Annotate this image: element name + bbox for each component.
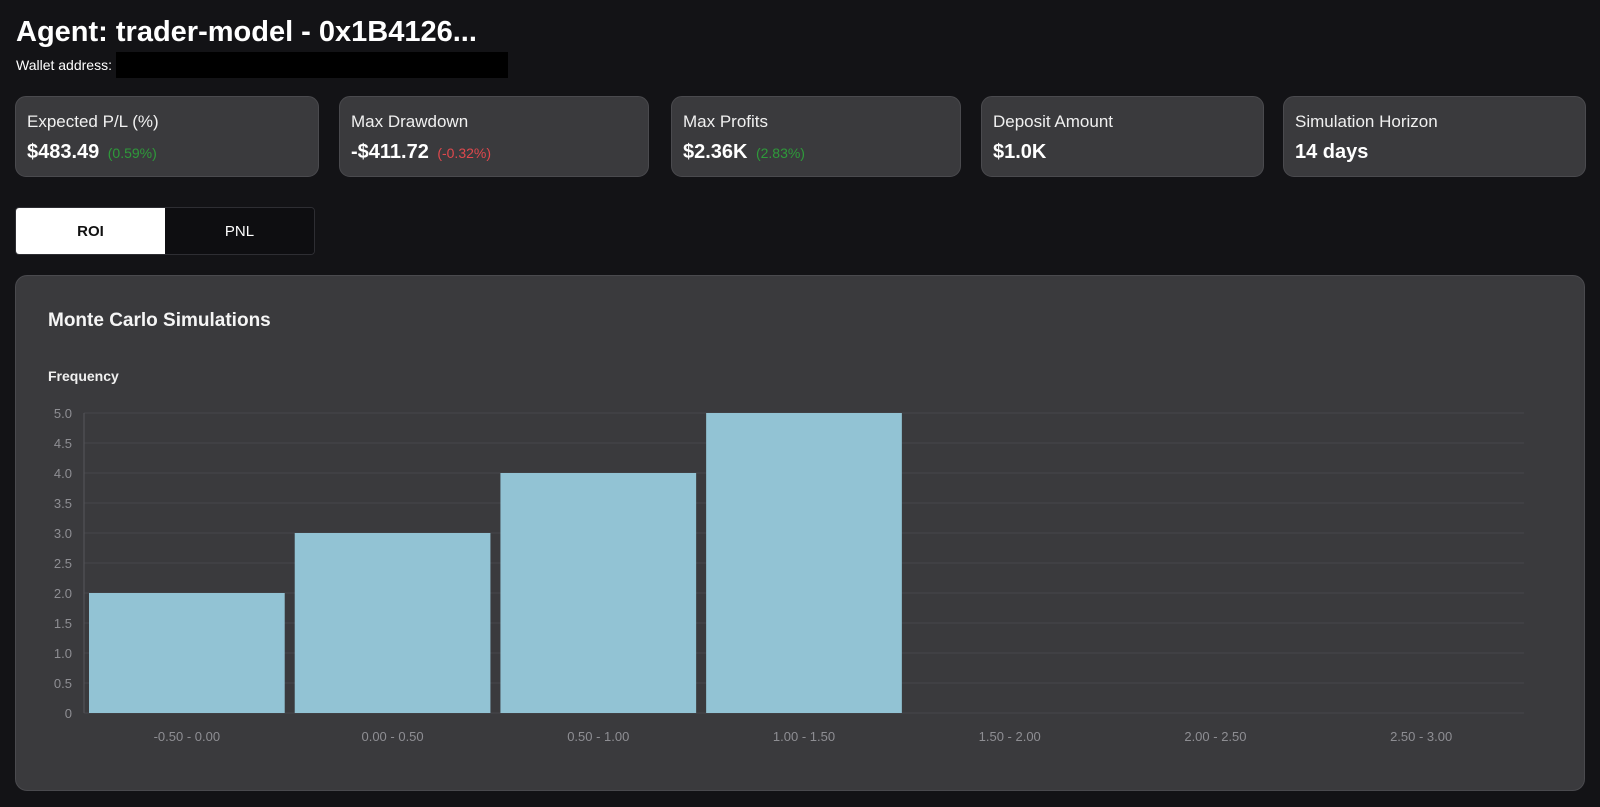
- x-tick-label: 2.50 - 3.00: [1390, 729, 1452, 744]
- chart-title: Monte Carlo Simulations: [48, 310, 271, 331]
- chart-card: Monte Carlo Simulations Frequency 0 0.5 1.…: [15, 275, 1585, 791]
- stat-card-max-drawdown: Max Drawdown -$411.72 (-0.32%): [339, 96, 649, 177]
- stat-card-deposit-amount: Deposit Amount $1.0K: [981, 96, 1264, 177]
- metric-toggle: ROI PNL: [15, 207, 315, 255]
- tab-pnl[interactable]: PNL: [165, 208, 314, 254]
- wallet-address-label: Wallet address:: [16, 57, 112, 73]
- x-tick-label: 0.00 - 0.50: [361, 729, 423, 744]
- stat-value: 14 days: [1295, 141, 1369, 163]
- stat-value: $483.49: [27, 141, 100, 163]
- stat-value: $2.36K: [683, 141, 748, 163]
- stat-label: Simulation Horizon: [1295, 112, 1438, 131]
- x-tick-label: 2.00 - 2.50: [1184, 729, 1246, 744]
- x-tick-label: 1.00 - 1.50: [773, 729, 835, 744]
- stat-label: Max Drawdown: [351, 112, 469, 131]
- y-tick-label: 0: [65, 706, 72, 721]
- stat-percent: (-0.32%): [437, 145, 491, 161]
- x-tick-label: -0.50 - 0.00: [154, 729, 221, 744]
- histogram-bar: [500, 473, 697, 713]
- y-tick-label: 2.0: [54, 586, 72, 601]
- y-tick-label: 4.5: [54, 436, 72, 451]
- stat-value: -$411.72: [351, 141, 429, 163]
- stat-card-expected-pl: Expected P/L (%) $483.49 (0.59%): [15, 96, 319, 177]
- histogram-bar: [89, 593, 285, 713]
- tab-roi[interactable]: ROI: [16, 208, 165, 254]
- stat-percent: (2.83%): [755, 145, 805, 161]
- y-tick-label: 5.0: [54, 406, 72, 421]
- y-tick-label: 3.5: [54, 496, 72, 511]
- stat-value: $1.0K: [993, 141, 1047, 163]
- stat-percent: (0.59%): [107, 145, 157, 161]
- chart-y-axis-label: Frequency: [48, 368, 119, 384]
- stat-label: Deposit Amount: [993, 112, 1114, 131]
- histogram-chart: 0 0.5 1.0 1.5 2.0 2.5 3.0 3.5 4.0 4.5 5.0 -0.50 - 0…: [54, 406, 1524, 744]
- wallet-address-row: Wallet address:: [16, 52, 508, 78]
- histogram-bar: [706, 413, 902, 713]
- stat-card-max-profits: Max Profits $2.36K (2.83%): [671, 96, 961, 177]
- stat-label: Max Profits: [683, 112, 769, 131]
- y-tick-label: 1.0: [54, 646, 72, 661]
- y-tick-label: 1.5: [54, 616, 72, 631]
- x-tick-label: 0.50 - 1.00: [567, 729, 629, 744]
- histogram-bar: [294, 533, 491, 713]
- stat-card-simulation-horizon: Simulation Horizon 14 days: [1283, 96, 1586, 177]
- stat-label: Expected P/L (%): [27, 112, 159, 131]
- x-tick-label: 1.50 - 2.00: [979, 729, 1041, 744]
- wallet-address-value-redacted: [115, 52, 508, 78]
- y-tick-label: 0.5: [54, 676, 72, 691]
- page-title: Agent: trader-model - 0x1B4126...: [16, 16, 477, 48]
- y-tick-label: 4.0: [54, 466, 72, 481]
- y-tick-label: 3.0: [54, 526, 72, 541]
- y-tick-label: 2.5: [54, 556, 72, 571]
